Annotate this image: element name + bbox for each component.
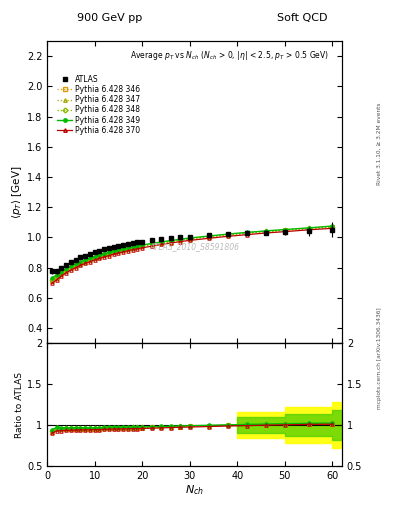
Text: Soft QCD: Soft QCD — [277, 13, 328, 23]
Text: Rivet 3.1.10, ≥ 3.2M events: Rivet 3.1.10, ≥ 3.2M events — [377, 102, 382, 185]
Y-axis label: Ratio to ATLAS: Ratio to ATLAS — [15, 372, 24, 438]
Y-axis label: $\langle p_T \rangle$ [GeV]: $\langle p_T \rangle$ [GeV] — [10, 165, 24, 219]
X-axis label: $N_{ch}$: $N_{ch}$ — [185, 483, 204, 497]
Legend: ATLAS, Pythia 6.428 346, Pythia 6.428 347, Pythia 6.428 348, Pythia 6.428 349, P: ATLAS, Pythia 6.428 346, Pythia 6.428 34… — [57, 75, 140, 135]
Text: mcplots.cern.ch [arXiv:1306.3436]: mcplots.cern.ch [arXiv:1306.3436] — [377, 308, 382, 409]
Text: 900 GeV pp: 900 GeV pp — [77, 13, 143, 23]
Text: Average $p_T$ vs $N_{ch}$ ($N_{ch}$ > 0, $|\eta|$ < 2.5, $p_T$ > 0.5 GeV): Average $p_T$ vs $N_{ch}$ ($N_{ch}$ > 0,… — [130, 49, 329, 61]
Text: ATLAS_2010_S8591806: ATLAS_2010_S8591806 — [149, 242, 240, 251]
